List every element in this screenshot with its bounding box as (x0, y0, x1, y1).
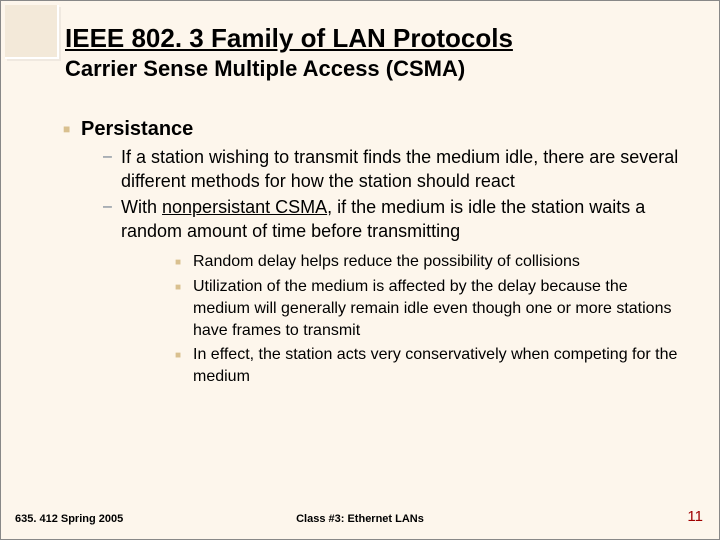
text-fragment: With (121, 197, 162, 217)
lvl2-text: If a station wishing to transmit finds t… (121, 145, 687, 193)
bullet-lvl3: ■ Utilization of the medium is affected … (175, 276, 687, 342)
square-bullet-icon: ■ (175, 276, 193, 342)
bullet-lvl2: – With nonpersistant CSMA, if the medium… (103, 195, 687, 243)
bullet-lvl3: ■ Random delay helps reduce the possibil… (175, 251, 687, 274)
title-block: IEEE 802. 3 Family of LAN Protocols Carr… (65, 23, 689, 82)
bullet-lvl3: ■ In effect, the station acts very conse… (175, 344, 687, 388)
lvl1-text: Persistance (81, 117, 193, 141)
lvl3-text: Utilization of the medium is affected by… (193, 276, 687, 342)
square-bullet-icon: ■ (175, 251, 193, 274)
footer-page-number: 11 (687, 508, 703, 525)
corner-accent (5, 5, 59, 59)
slide: IEEE 802. 3 Family of LAN Protocols Carr… (0, 0, 720, 540)
slide-title: IEEE 802. 3 Family of LAN Protocols (65, 23, 689, 54)
dash-bullet-icon: – (103, 145, 121, 193)
dash-bullet-icon: – (103, 195, 121, 243)
lvl3-text: In effect, the station acts very conserv… (193, 344, 687, 388)
underlined-term: nonpersistant CSMA (162, 197, 327, 217)
content-body: ■ Persistance – If a station wishing to … (61, 117, 687, 390)
lvl3-text: Random delay helps reduce the possibilit… (193, 251, 580, 274)
bullet-lvl1: ■ Persistance (61, 117, 687, 141)
slide-subtitle: Carrier Sense Multiple Access (CSMA) (65, 56, 689, 82)
footer-center: Class #3: Ethernet LANs (1, 513, 719, 525)
square-bullet-icon: ■ (61, 117, 81, 141)
square-bullet-icon: ■ (175, 344, 193, 388)
lvl2-text: With nonpersistant CSMA, if the medium i… (121, 195, 687, 243)
bullet-lvl2: – If a station wishing to transmit finds… (103, 145, 687, 193)
